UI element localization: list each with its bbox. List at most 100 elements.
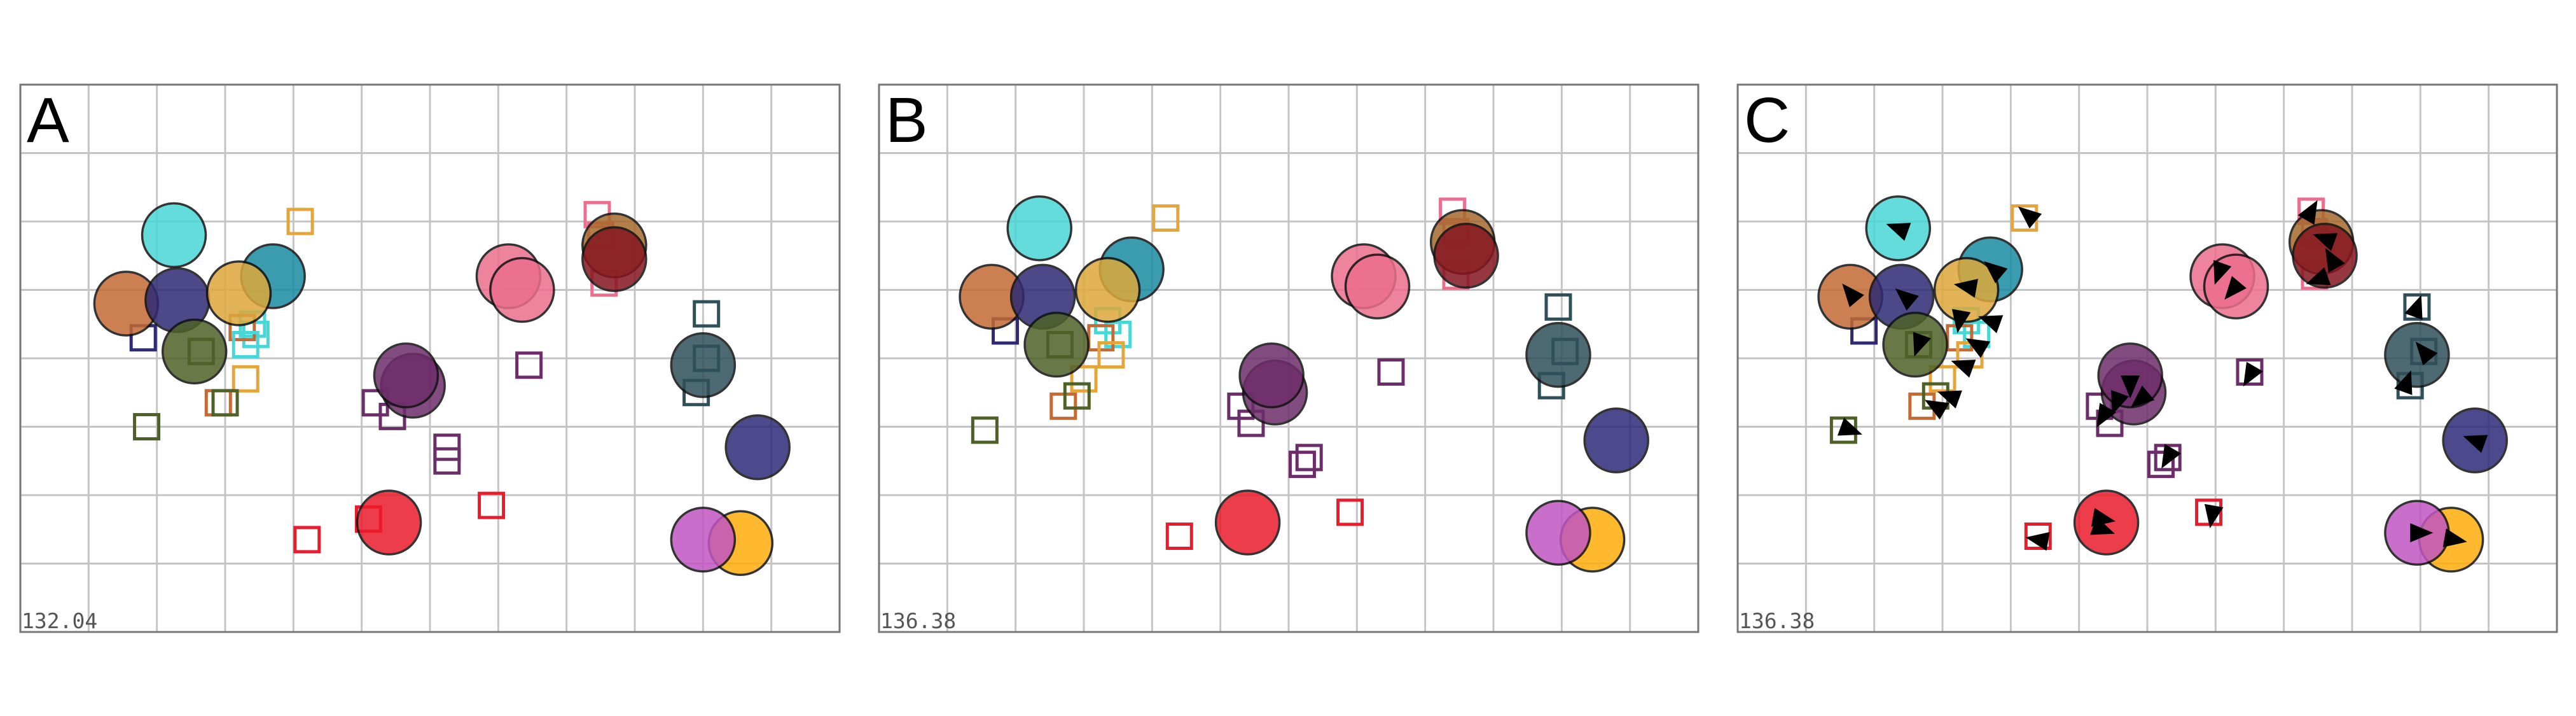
square-point (1929, 365, 1956, 393)
direction-arrow (1951, 360, 1976, 378)
square-point (2195, 498, 2223, 526)
circle-point (670, 507, 737, 573)
direction-arrow (2130, 385, 2155, 408)
direction-arrow (2090, 517, 2116, 535)
direction-arrow (2415, 341, 2438, 366)
direction-arrow (1937, 390, 1962, 409)
time-label: 132.04 (22, 608, 97, 633)
square-point (2024, 523, 2052, 550)
circle-point (1344, 253, 1411, 319)
square-point (211, 389, 239, 417)
direction-arrow (2410, 523, 2434, 543)
direction-arrow (2096, 403, 2117, 428)
square-point (1152, 204, 1180, 232)
square-point (2154, 444, 2182, 472)
square-point (1104, 320, 1132, 348)
direction-arrow (2463, 435, 2488, 453)
direction-arrow (2204, 503, 2224, 528)
square-point (293, 526, 321, 554)
square-point (2147, 451, 2175, 479)
direction-arrow (2161, 444, 2182, 469)
direction-arrow (1951, 309, 1971, 333)
circle-point (373, 342, 440, 409)
circle-point (581, 226, 647, 292)
circle-point (489, 256, 555, 323)
square-point (693, 300, 721, 328)
direction-arrow (2442, 528, 2467, 547)
time-label: 136.38 (880, 608, 956, 633)
square-point (232, 365, 260, 393)
circle-point (1525, 321, 1591, 388)
panel-label: C (1744, 85, 1790, 156)
panel-label: B (885, 85, 928, 156)
direction-arrow (2404, 295, 2423, 320)
direction-arrow (1965, 338, 1991, 358)
square-point (232, 331, 260, 358)
circle-point (356, 489, 422, 556)
direction-arrow (1837, 418, 1862, 436)
panel-marks (959, 195, 1649, 573)
square-point (433, 447, 461, 475)
direction-arrow (2224, 276, 2247, 300)
circle-point (1214, 489, 1281, 556)
square-point (1288, 451, 1316, 479)
circle-point (1006, 195, 1072, 262)
square-point (1070, 365, 1098, 393)
square-point (1063, 382, 1091, 410)
circle-point (1433, 223, 1499, 289)
direction-arrow (2325, 248, 2345, 273)
direction-arrow (2018, 206, 2042, 229)
panel-border (878, 83, 1700, 633)
panel-marks (93, 200, 791, 576)
direction-arrow (2313, 233, 2338, 251)
panel-a: A 132.04 (19, 83, 841, 633)
square-point (1087, 324, 1115, 352)
direction-arrow (1913, 332, 1932, 357)
direction-arrow (2243, 362, 2263, 387)
circle-point (205, 260, 272, 326)
square-point (1544, 293, 1572, 321)
direction-arrow (2394, 370, 2413, 395)
square-point (1165, 523, 1193, 550)
square-point (2403, 293, 2431, 321)
direction-arrow (2121, 376, 2140, 398)
panel-c: C 136.38 (1736, 83, 2558, 633)
circle-point (1583, 407, 1649, 474)
square-point (971, 416, 999, 444)
square-point (515, 351, 543, 379)
circle-point (1525, 500, 1591, 566)
square-point (1377, 358, 1405, 386)
direction-arrow (1984, 261, 2008, 284)
circle-point (670, 332, 737, 398)
direction-arrow (1924, 400, 1949, 420)
circle-point (2384, 321, 2450, 388)
direction-arrow (2213, 260, 2232, 285)
direction-arrow (1953, 279, 1978, 298)
square-point (286, 207, 314, 235)
direction-arrow (1978, 315, 2004, 333)
direction-arrow (2297, 200, 2318, 225)
circle-point (724, 414, 791, 481)
direction-arrow (2306, 267, 2331, 285)
direction-arrow (1886, 223, 1911, 241)
panel-label: A (27, 85, 69, 156)
circle-point (161, 318, 228, 384)
square-point (1097, 341, 1125, 369)
square-point (133, 413, 161, 440)
circle-point (1238, 342, 1305, 409)
panel-border (1736, 83, 2558, 633)
panel-b: B 136.38 (878, 83, 1700, 633)
direction-arrow (1895, 288, 1919, 311)
square-point (1295, 444, 1323, 472)
direction-arrow (2111, 390, 2129, 415)
direction-arrow (2025, 531, 2050, 551)
circle-point (1023, 311, 1090, 378)
square-point (1336, 498, 1364, 526)
circle-point (2292, 223, 2358, 289)
circle-point (1074, 256, 1141, 323)
direction-arrow (1842, 283, 1864, 307)
square-point (478, 491, 506, 519)
panel-border (19, 83, 841, 633)
circle-point (141, 202, 207, 269)
